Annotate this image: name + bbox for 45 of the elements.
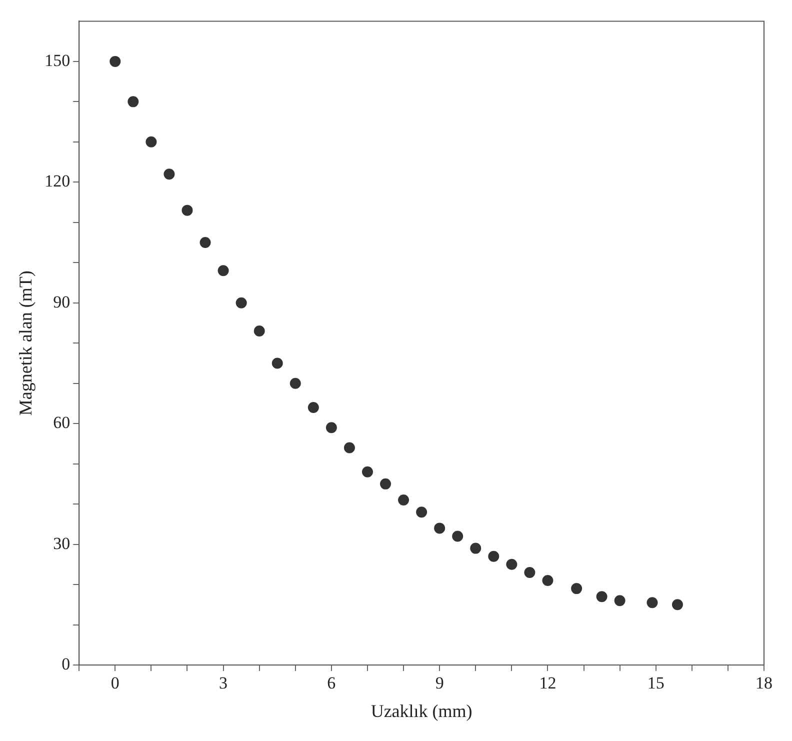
point	[434, 522, 446, 534]
point	[380, 478, 392, 490]
point	[236, 297, 247, 308]
point	[182, 204, 193, 216]
point	[398, 494, 410, 506]
point	[470, 542, 482, 554]
point	[596, 591, 608, 602]
point	[362, 466, 373, 478]
x-axis-title: Uzaklık (mm)	[370, 700, 472, 721]
x-tick-label: 12	[539, 674, 556, 693]
y-tick-label: 0	[62, 654, 70, 674]
y-tick-label: 90	[53, 292, 70, 312]
y-tick-label: 30	[53, 534, 70, 553]
point	[200, 237, 211, 248]
point	[672, 599, 683, 610]
point	[164, 168, 175, 180]
point	[524, 566, 536, 578]
point	[308, 402, 319, 413]
point	[128, 96, 139, 108]
point	[326, 422, 337, 434]
point	[452, 530, 464, 542]
point	[218, 265, 229, 276]
y-tick-label: 60	[53, 413, 70, 432]
x-tick-label: 3	[219, 674, 228, 693]
point	[571, 583, 582, 594]
y-tick-label: 150	[44, 50, 70, 70]
x-tick-label: 6	[327, 674, 336, 693]
point	[646, 597, 658, 608]
point	[254, 326, 265, 337]
point	[614, 595, 626, 606]
point	[146, 136, 157, 148]
x-tick-label: 18	[756, 674, 772, 693]
x-tick-label: 0	[110, 674, 120, 693]
point	[344, 442, 355, 454]
x-tick-label: 9	[435, 674, 444, 693]
x-tick-label: 15	[647, 674, 664, 693]
point	[542, 575, 554, 586]
point	[290, 378, 301, 389]
y-axis-title: Magnetik alan (mT)	[16, 270, 36, 416]
point	[488, 550, 500, 562]
y-tick-label: 120	[44, 172, 70, 191]
point	[416, 506, 428, 518]
point	[272, 358, 283, 369]
point	[506, 558, 518, 570]
point	[110, 56, 121, 67]
